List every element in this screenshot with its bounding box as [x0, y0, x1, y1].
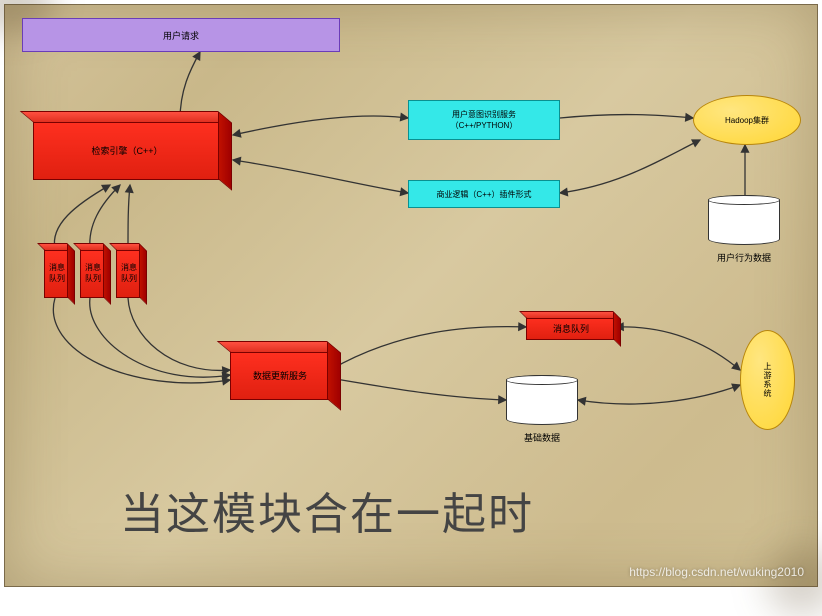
mq2-label: 消息 队列	[85, 262, 101, 284]
upstream-ellipse: 上游系统	[740, 330, 795, 430]
data-update-box: 数据更新服务	[230, 350, 330, 400]
hadoop-label: Hadoop集群	[725, 115, 769, 126]
search-engine-label: 检索引擎（C++）	[91, 144, 162, 157]
mq3-label: 消息 队列	[121, 262, 137, 284]
user-request-label: 用户请求	[163, 29, 199, 42]
upstream-label: 上游系统	[762, 362, 773, 398]
base-data-cylinder	[506, 375, 578, 425]
message-queue-center-box: 消息队列	[526, 316, 616, 340]
biz-logic-box: 商业逻辑（C++）插件形式	[408, 180, 560, 208]
message-queue-2-box: 消息 队列	[80, 248, 106, 298]
hadoop-ellipse: Hadoop集群	[693, 95, 801, 145]
intent-service-label: 用户意图识别服务 （C++/PYTHON）	[451, 109, 518, 131]
message-queue-3-box: 消息 队列	[116, 248, 142, 298]
user-behavior-cylinder	[708, 195, 780, 245]
base-data-label: 基础数据	[496, 431, 588, 444]
heading-text: 当这模块合在一起时	[120, 478, 534, 542]
mq-center-label: 消息队列	[553, 322, 589, 335]
diagram-stage: 用户请求 检索引擎（C++） 消息 队列 消息 队列 消息 队列 消息队列 数据…	[0, 0, 822, 591]
user-request-box: 用户请求	[22, 18, 340, 52]
user-behavior-label: 用户行为数据	[698, 251, 790, 264]
message-queue-1-box: 消息 队列	[44, 248, 70, 298]
mq1-label: 消息 队列	[49, 262, 65, 284]
watermark-text: https://blog.csdn.net/wuking2010	[629, 565, 804, 579]
search-engine-box: 检索引擎（C++）	[33, 120, 221, 180]
biz-logic-label: 商业逻辑（C++）插件形式	[436, 189, 531, 200]
intent-service-box: 用户意图识别服务 （C++/PYTHON）	[408, 100, 560, 140]
data-update-label: 数据更新服务	[253, 369, 307, 382]
